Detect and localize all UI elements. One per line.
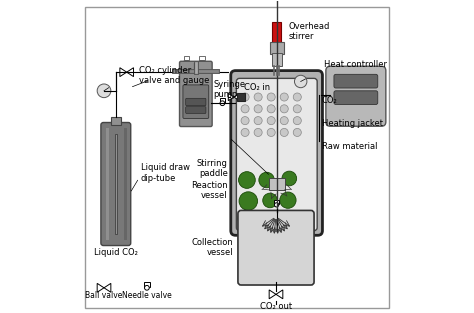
Polygon shape (269, 290, 276, 299)
Text: Ball valve: Ball valve (85, 291, 123, 300)
Text: Overhead
stirrer: Overhead stirrer (289, 22, 330, 41)
Bar (144, 282, 150, 287)
Bar (219, 98, 225, 103)
Circle shape (254, 93, 262, 101)
Circle shape (293, 128, 301, 136)
Circle shape (241, 117, 249, 125)
Bar (272, 53, 282, 66)
Circle shape (294, 75, 307, 88)
Circle shape (220, 101, 225, 105)
Circle shape (241, 93, 249, 101)
Circle shape (198, 60, 206, 69)
Text: Liquid CO₂: Liquid CO₂ (94, 248, 138, 257)
Bar (269, 178, 284, 190)
FancyBboxPatch shape (334, 91, 378, 105)
Bar (183, 56, 189, 60)
Text: Raw material: Raw material (321, 142, 377, 151)
Circle shape (267, 93, 275, 101)
Circle shape (254, 105, 262, 113)
Circle shape (262, 213, 276, 228)
Bar (199, 56, 205, 60)
Circle shape (280, 117, 288, 125)
Circle shape (238, 210, 255, 227)
Circle shape (293, 105, 301, 113)
Circle shape (280, 192, 296, 208)
Text: Heat controller: Heat controller (324, 60, 387, 69)
Circle shape (239, 192, 257, 210)
Circle shape (254, 117, 262, 125)
FancyBboxPatch shape (186, 98, 206, 106)
Bar (237, 93, 245, 101)
Text: Syringe
pump: Syringe pump (214, 80, 246, 99)
Circle shape (293, 117, 301, 125)
Circle shape (267, 105, 275, 113)
FancyBboxPatch shape (334, 74, 378, 88)
Circle shape (279, 210, 296, 227)
Text: Collection
vessel: Collection vessel (191, 238, 233, 257)
Polygon shape (276, 290, 283, 299)
Text: Heating jacket: Heating jacket (321, 119, 383, 128)
Circle shape (263, 193, 277, 208)
Bar (115, 134, 117, 234)
Circle shape (293, 93, 301, 101)
Polygon shape (97, 283, 104, 292)
Circle shape (259, 172, 274, 188)
Bar (124, 128, 128, 240)
Bar (274, 200, 279, 204)
Circle shape (282, 171, 297, 186)
Text: CO₂: CO₂ (321, 96, 337, 105)
Circle shape (238, 172, 255, 188)
FancyBboxPatch shape (183, 85, 209, 118)
Bar (106, 128, 109, 240)
Circle shape (241, 128, 249, 136)
Circle shape (267, 128, 275, 136)
FancyBboxPatch shape (238, 210, 314, 285)
Circle shape (267, 117, 275, 125)
FancyBboxPatch shape (237, 78, 317, 231)
FancyBboxPatch shape (101, 122, 131, 245)
Text: CO₂ in: CO₂ in (244, 83, 270, 92)
FancyBboxPatch shape (85, 7, 389, 308)
Polygon shape (104, 283, 111, 292)
Circle shape (145, 285, 149, 290)
Polygon shape (120, 68, 127, 77)
Circle shape (280, 128, 288, 136)
Circle shape (182, 60, 191, 69)
Circle shape (280, 105, 288, 113)
Circle shape (241, 105, 249, 113)
Circle shape (254, 128, 262, 136)
Polygon shape (228, 93, 234, 101)
Bar (111, 117, 121, 125)
Bar (272, 23, 282, 43)
Text: CO₂ cylinder
valve and gauge: CO₂ cylinder valve and gauge (139, 65, 210, 85)
Circle shape (280, 93, 288, 101)
Text: Reaction
vessel: Reaction vessel (191, 181, 228, 200)
FancyBboxPatch shape (231, 71, 322, 235)
Circle shape (274, 203, 279, 207)
Bar (270, 42, 283, 54)
FancyBboxPatch shape (186, 107, 206, 114)
Text: Stirring
paddle: Stirring paddle (197, 159, 228, 178)
Polygon shape (127, 68, 134, 77)
Text: Liquid draw
dip-tube: Liquid draw dip-tube (141, 163, 190, 183)
FancyBboxPatch shape (326, 66, 386, 126)
Text: CO₂ out: CO₂ out (260, 302, 292, 311)
Circle shape (97, 84, 111, 98)
Text: Needle valve: Needle valve (122, 291, 172, 300)
Polygon shape (234, 93, 239, 101)
FancyBboxPatch shape (180, 61, 212, 126)
